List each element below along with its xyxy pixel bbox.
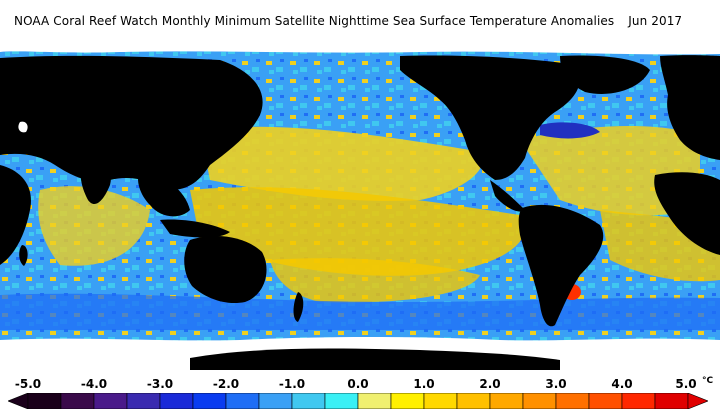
- warm-anomaly-indian-ocean: [38, 186, 150, 266]
- africa-land: [0, 165, 31, 265]
- colorbar-cell: [60, 393, 95, 409]
- colorbar-cell: [192, 393, 227, 409]
- colorbar-cell: [456, 393, 491, 409]
- eurasia-land: [0, 55, 263, 191]
- colorbar-tick-label: 3.0: [545, 377, 567, 391]
- colorbar-arrow-low: [8, 393, 29, 409]
- world-map-svg: [0, 40, 720, 370]
- north-america-land: [400, 55, 580, 181]
- colorbar-cell: [621, 393, 656, 409]
- west-africa-land: [654, 172, 720, 255]
- colorbar-tick-label: -2.0: [212, 377, 240, 391]
- new-zealand-land: [293, 292, 304, 322]
- madagascar-land: [19, 245, 28, 266]
- colorbar-cell: [522, 393, 557, 409]
- colorbar-tick-label: 0.0: [347, 377, 369, 391]
- cold-anomaly-labrador: [540, 122, 600, 139]
- map-title: NOAA Coral Reef Watch Monthly Minimum Sa…: [14, 14, 682, 28]
- colorbar-tick-label: 1.0: [413, 377, 435, 391]
- colorbar-cell: [390, 393, 425, 409]
- greenland-land: [560, 55, 650, 94]
- colorbar-legend: -5.0 -4.0 -3.0 -2.0 -1.0 0.0 1.0 2.0 3.0 4.0 5.0 °C: [0, 373, 720, 411]
- antarctica-land: [190, 348, 560, 370]
- colorbar-tick-label: -1.0: [278, 377, 306, 391]
- colorbar-cells: [8, 393, 708, 409]
- colorbar-cell: [324, 393, 359, 409]
- colorbar-cell: [654, 393, 689, 409]
- europe-land: [660, 55, 720, 160]
- india-land: [80, 159, 111, 205]
- colorbar-unit: °C: [702, 376, 714, 386]
- se-asia-land: [138, 170, 190, 217]
- colorbar-cell: [423, 393, 458, 409]
- colorbar: [8, 393, 708, 409]
- colorbar-cell: [291, 393, 326, 409]
- warm-anomaly-south-pacific: [270, 258, 480, 303]
- map-title-text: NOAA Coral Reef Watch Monthly Minimum Sa…: [14, 14, 615, 28]
- colorbar-cell: [489, 393, 524, 409]
- map-date: Jun 2017: [628, 14, 683, 28]
- colorbar-cell: [93, 393, 128, 409]
- colorbar-arrow-high: [687, 393, 708, 409]
- colorbar-cell: [225, 393, 260, 409]
- colorbar-tick-label: -3.0: [146, 377, 174, 391]
- colorbar-cell: [126, 393, 161, 409]
- colorbar-cell: [357, 393, 392, 409]
- colorbar-tick-label: -5.0: [14, 377, 42, 391]
- colorbar-cell: [159, 393, 194, 409]
- warm-anomaly-north-pacific: [200, 126, 482, 201]
- arctic-ice: [0, 40, 720, 55]
- central-america-land: [490, 180, 525, 212]
- australia-land: [184, 236, 267, 304]
- colorbar-tick-label: -4.0: [80, 377, 108, 391]
- colorbar-cell: [555, 393, 590, 409]
- colorbar-cell: [258, 393, 293, 409]
- maritime-continent-land: [160, 219, 230, 238]
- colorbar-tick-label: 2.0: [479, 377, 501, 391]
- sst-anomaly-map: [0, 40, 720, 370]
- colorbar-tick-label: 4.0: [611, 377, 633, 391]
- japan-land: [233, 107, 248, 137]
- warm-anomaly-tropical-pacific: [190, 187, 526, 276]
- south-america-land: [518, 204, 604, 327]
- colorbar-cell: [27, 393, 62, 409]
- warm-anomaly-atlantic: [520, 125, 700, 216]
- colorbar-tick-label: 5.0: [675, 377, 697, 391]
- inland-water: [18, 121, 28, 133]
- colorbar-cell: [588, 393, 623, 409]
